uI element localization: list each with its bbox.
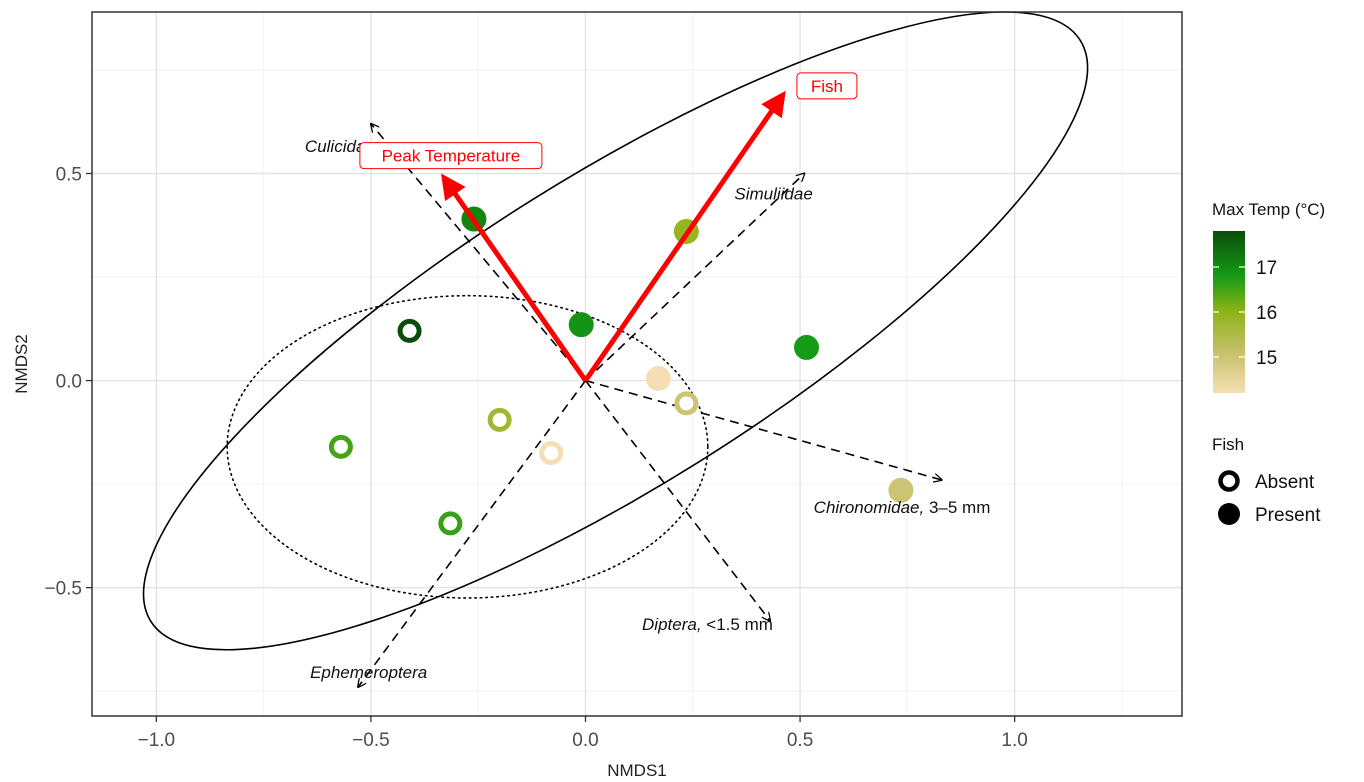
x-tick-label: 0.5 <box>787 730 813 751</box>
site-point-absent <box>487 407 512 432</box>
color-legend-title: Max Temp (°C) <box>1212 200 1325 219</box>
species-size: <1.5 mm <box>702 615 773 634</box>
species-label: Simuliidae <box>734 185 812 204</box>
legend-item-label: Present <box>1255 505 1321 526</box>
species-taxon: Simuliidae <box>734 185 812 204</box>
x-tick-label: 1.0 <box>1001 730 1027 751</box>
color-bar-label: 17 <box>1256 258 1277 279</box>
species-taxon: Ephemeroptera <box>310 663 427 682</box>
site-point-present <box>794 334 820 360</box>
species-label: Diptera, <1.5 mm <box>642 615 773 634</box>
y-tick-label: 0.0 <box>56 372 82 393</box>
env-vector-arrow <box>583 90 786 382</box>
legend: Max Temp (°C) 15 16 17 Fish Absent Present <box>1212 200 1325 526</box>
x-axis-title: NMDS1 <box>607 761 667 780</box>
env-label-box <box>359 142 543 170</box>
plot-border <box>91 11 1183 717</box>
species-taxon: Diptera, <box>642 615 702 634</box>
site-point-present <box>568 312 594 338</box>
species-label: Chironomidae, 3–5 mm <box>814 498 991 517</box>
site-point-absent <box>328 434 353 459</box>
x-tick-label: 0.0 <box>572 730 598 751</box>
x-tick-label: −0.5 <box>352 730 390 751</box>
site-point-present <box>888 477 914 503</box>
species-taxon: Culicidae <box>305 137 375 156</box>
site-point-present <box>645 365 671 391</box>
plot-panel <box>92 12 1182 716</box>
species-vector-arrow <box>585 379 942 480</box>
y-tick-label: 0.5 <box>56 165 82 186</box>
species-vector-arrow <box>584 174 805 382</box>
env-label: Fish <box>796 72 858 100</box>
ellipse-present <box>142 11 1089 651</box>
y-axis-title: NMDS2 <box>12 334 31 394</box>
legend-key-present <box>1218 503 1240 525</box>
env-label-text: Peak Temperature <box>382 147 521 166</box>
shape-legend-title: Fish <box>1212 435 1244 454</box>
env-vector-arrow <box>441 173 588 382</box>
y-tick-label: −0.5 <box>44 579 82 600</box>
site-point-absent <box>438 511 463 536</box>
env-label-text: Fish <box>811 77 843 96</box>
env-label: Peak Temperature <box>359 142 543 170</box>
color-bar-label: 15 <box>1256 348 1277 369</box>
site-point-absent <box>397 318 422 343</box>
legend-key-absent <box>1218 470 1240 492</box>
species-label: Ephemeroptera <box>310 663 427 682</box>
site-point-absent <box>674 391 699 416</box>
x-tick-label: −1.0 <box>138 730 176 751</box>
env-label-box <box>796 72 858 100</box>
species-taxon: Chironomidae, <box>814 498 925 517</box>
legend-item-label: Absent <box>1255 472 1315 493</box>
species-vector-arrow <box>358 380 587 687</box>
species-label: Culicidae <box>305 137 375 156</box>
species-vector-arrow <box>584 380 771 621</box>
ellipse-absent <box>226 294 709 599</box>
color-bar-label: 16 <box>1256 303 1277 324</box>
site-point-absent <box>539 441 564 466</box>
species-size: 3–5 mm <box>924 498 990 517</box>
